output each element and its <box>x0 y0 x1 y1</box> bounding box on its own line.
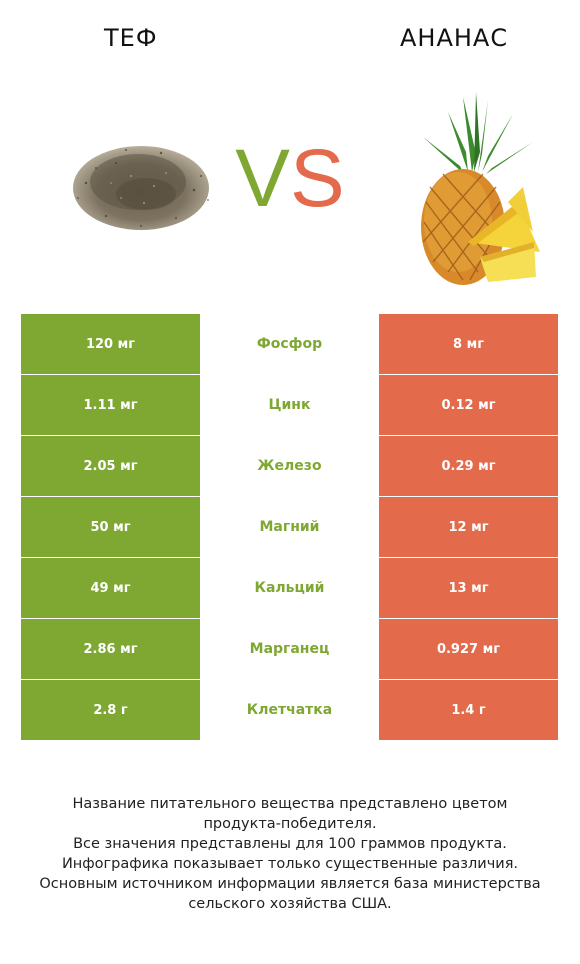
left-value: 49 мг <box>21 558 200 618</box>
table-row: 2.8 г Клетчатка 1.4 г <box>21 680 558 740</box>
right-value: 0.29 мг <box>379 436 558 496</box>
nutrient-name: Марганец <box>200 619 379 679</box>
left-value: 2.86 мг <box>21 619 200 679</box>
nutrient-name: Цинк <box>200 375 379 435</box>
left-value: 2.8 г <box>21 680 200 740</box>
right-value: 8 мг <box>379 314 558 374</box>
table-row: 2.05 мг Железо 0.29 мг <box>21 436 558 497</box>
table-row: 1.11 мг Цинк 0.12 мг <box>21 375 558 436</box>
footnote-line: Все значения представлены для 100 граммо… <box>73 836 507 852</box>
pineapple-image <box>421 92 540 285</box>
right-value: 12 мг <box>379 497 558 557</box>
vs-label: VS <box>235 133 345 224</box>
left-product-title: ТЕФ <box>104 24 158 52</box>
nutrient-name: Клетчатка <box>200 680 379 740</box>
right-value: 13 мг <box>379 558 558 618</box>
left-value: 2.05 мг <box>21 436 200 496</box>
nutrient-name: Кальций <box>200 558 379 618</box>
left-value: 120 мг <box>21 314 200 374</box>
left-value: 1.11 мг <box>21 375 200 435</box>
footnote-line: Основным источником информации является … <box>39 876 541 892</box>
footnote-line: Инфографика показывает только существенн… <box>61 856 519 872</box>
right-value: 1.4 г <box>379 680 558 740</box>
teff-image <box>73 146 209 230</box>
right-value: 0.12 мг <box>379 375 558 435</box>
table-row: 49 мг Кальций 13 мг <box>21 558 558 619</box>
nutrient-name: Фосфор <box>200 314 379 374</box>
left-value: 50 мг <box>21 497 200 557</box>
footnote-line: Название питательного вещества представл… <box>72 796 508 812</box>
footnote: Название питательного вещества представл… <box>20 794 560 914</box>
comparison-table: 120 мг Фосфор 8 мг 1.11 мг Цинк 0.12 мг … <box>21 314 558 740</box>
table-row: 2.86 мг Марганец 0.927 мг <box>21 619 558 680</box>
table-row: 50 мг Магний 12 мг <box>21 497 558 558</box>
table-row: 120 мг Фосфор 8 мг <box>21 314 558 375</box>
nutrient-name: Магний <box>200 497 379 557</box>
nutrient-name: Железо <box>200 436 379 496</box>
footnote-line: продукта-победителя. <box>203 816 377 832</box>
footnote-line: сельского хозяйства США. <box>188 896 392 912</box>
right-value: 0.927 мг <box>379 619 558 679</box>
right-product-title: АНАНАС <box>400 24 509 52</box>
